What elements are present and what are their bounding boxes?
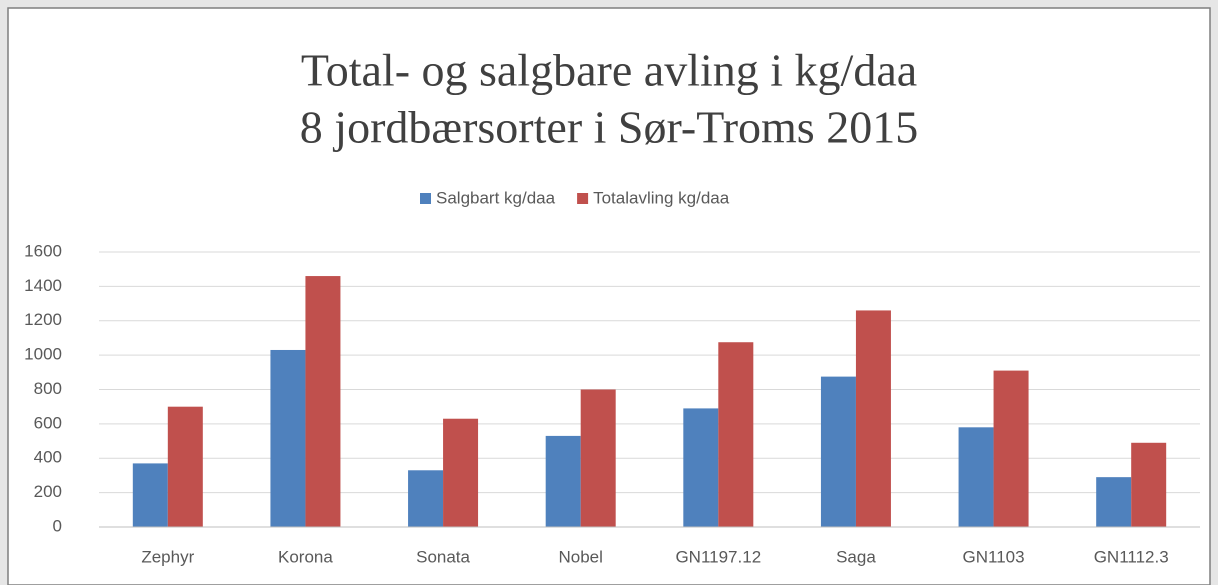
bar xyxy=(993,370,1029,527)
bar xyxy=(270,349,306,527)
bar xyxy=(167,406,203,527)
bar xyxy=(305,276,341,527)
bar xyxy=(408,470,444,527)
y-tick-label: 1400 xyxy=(24,276,62,295)
x-tick-label: GN1112.3 xyxy=(1094,547,1169,566)
y-tick-label: 0 xyxy=(53,516,62,535)
bar xyxy=(580,389,616,527)
chart-title: Total- og salgbare avling i kg/daa xyxy=(301,45,917,96)
bar xyxy=(443,418,479,527)
bar xyxy=(718,342,754,527)
y-tick-label: 200 xyxy=(34,482,62,501)
bar xyxy=(683,408,719,527)
bar xyxy=(855,310,891,527)
x-tick-label: Saga xyxy=(836,547,876,566)
bar xyxy=(1096,477,1132,527)
x-tick-label: GN1197.12 xyxy=(675,547,761,566)
y-tick-label: 1600 xyxy=(24,241,62,260)
y-tick-label: 1200 xyxy=(24,310,62,329)
x-tick-label: Nobel xyxy=(558,547,602,566)
x-tick-label: GN1103 xyxy=(963,547,1025,566)
y-tick-label: 800 xyxy=(34,379,62,398)
y-tick-label: 1000 xyxy=(24,345,62,364)
legend-label: Totalavling kg/daa xyxy=(593,188,730,207)
y-tick-label: 400 xyxy=(34,448,62,467)
chart-title: 8 jordbærsorter i Sør-Troms 2015 xyxy=(300,102,918,153)
legend-swatch xyxy=(577,193,589,204)
bar xyxy=(545,435,581,527)
y-tick-label: 600 xyxy=(34,413,62,432)
bar xyxy=(958,427,994,527)
bar xyxy=(132,463,168,527)
bar xyxy=(1131,442,1167,527)
legend-label: Salgbart kg/daa xyxy=(436,188,556,207)
x-tick-label: Zephyr xyxy=(141,547,194,566)
x-tick-label: Sonata xyxy=(416,547,470,566)
bar xyxy=(820,376,856,527)
legend-swatch xyxy=(420,193,431,204)
x-tick-label: Korona xyxy=(278,547,333,566)
